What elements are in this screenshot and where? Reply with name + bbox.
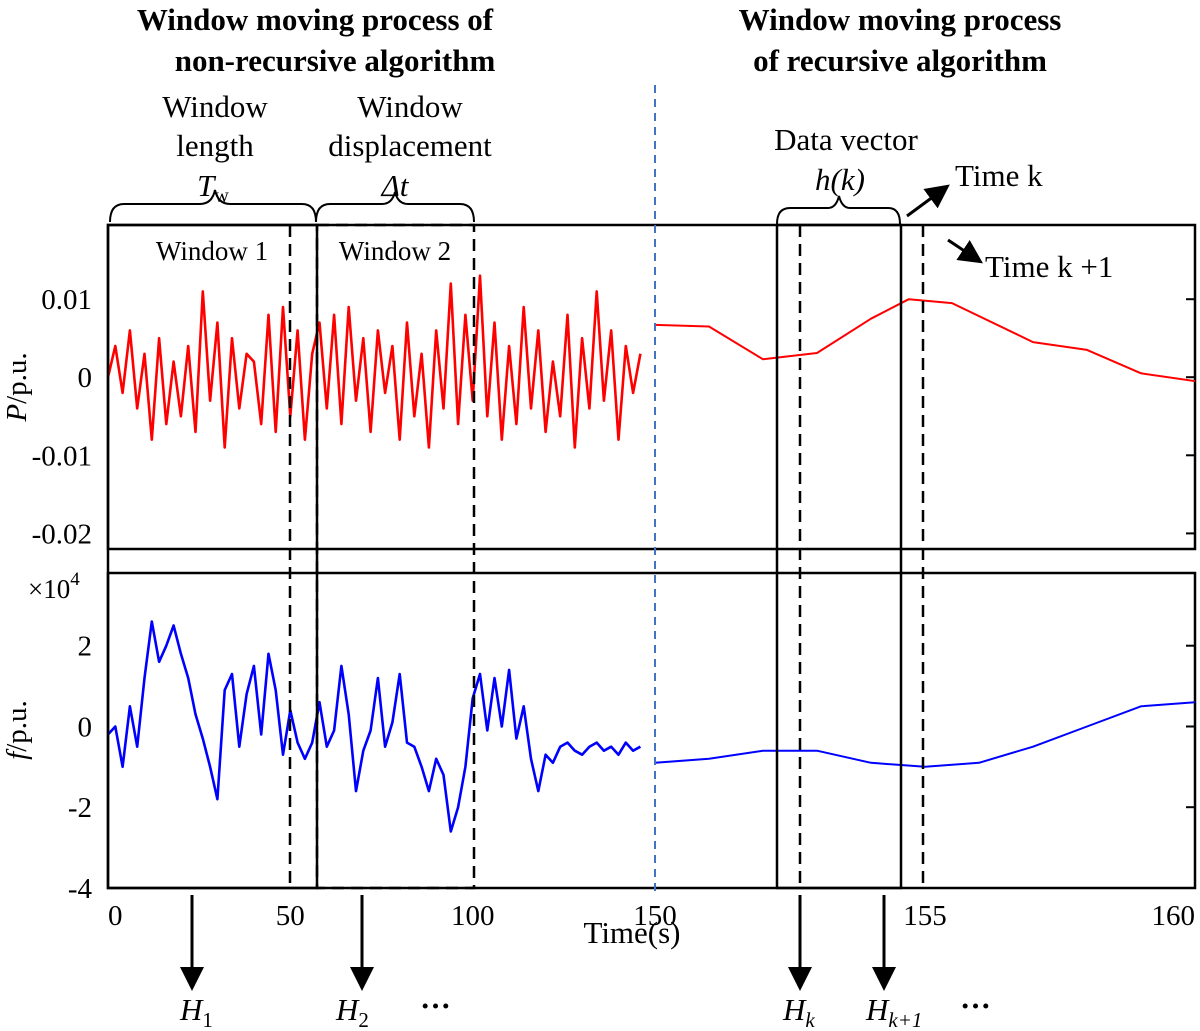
time-k1-label: Time k +1	[985, 249, 1113, 284]
window-displacement-brace	[315, 191, 475, 223]
power-trace-noisy	[106, 274, 642, 449]
header-left-line2: non-recursive algorithm	[175, 43, 496, 78]
top-ytick-label: -0.01	[32, 440, 92, 472]
xtick-group: 0 50 100 150 155 160	[108, 900, 1195, 932]
window-1-rect	[106, 223, 319, 890]
bottom-multiplier: ×104	[28, 569, 80, 604]
top-ytick-label: -0.02	[32, 518, 92, 550]
window-displacement-label-2: displacement	[328, 128, 492, 163]
power-trace-smooth	[654, 298, 1196, 383]
xtick-label: 160	[1152, 900, 1196, 932]
xtick-label: 155	[903, 900, 947, 932]
window-displacement-symbol: Δt	[380, 168, 410, 203]
bottom-ylabel: f/p.u.	[1, 700, 33, 760]
top-ytick-label: 0.01	[41, 284, 92, 316]
header-left-line1: Window moving process of	[137, 2, 494, 37]
ytick-group: 0.01 0 -0.01 -0.02 2 0 -2 -4	[32, 284, 1195, 905]
data-vector-brace	[776, 195, 901, 225]
window-2-label: Window 2	[339, 236, 451, 266]
xtick-label: 50	[276, 900, 305, 932]
output-label-h2: H2	[335, 992, 369, 1031]
time-k1-arrow	[947, 238, 983, 264]
window-length-label-2: length	[176, 128, 254, 163]
bottom-ytick-label: -4	[68, 873, 93, 905]
ellipsis-2: ···	[960, 988, 991, 1023]
header-right-line2: of recursive algorithm	[753, 43, 1047, 78]
bottom-ytick-label: 2	[78, 631, 93, 663]
bottom-ytick-label: -2	[68, 792, 92, 824]
top-ylabel: P/p.u.	[1, 352, 33, 422]
header-right-line1: Window moving process	[739, 2, 1062, 37]
traces-group	[106, 274, 1196, 833]
frequency-trace-noisy	[107, 620, 642, 833]
output-label-hk1: Hk+1	[865, 992, 922, 1031]
window-displacement-label-1: Window	[357, 89, 463, 124]
time-k-label: Time k	[955, 158, 1043, 193]
ellipsis-1: ···	[420, 988, 451, 1023]
xlabel: Time(s)	[583, 915, 680, 950]
bottom-panel-frame	[106, 571, 1197, 890]
output-label-hk: Hk	[782, 992, 815, 1031]
top-ytick-label: 0	[78, 362, 93, 394]
data-vector-symbol: h(k)	[815, 162, 865, 197]
frequency-trace-smooth	[654, 701, 1196, 768]
window-length-symbol: Tw	[197, 168, 229, 207]
time-k-arrow	[906, 184, 950, 218]
xtick-label: 0	[108, 900, 123, 932]
window-1-label: Window 1	[156, 236, 268, 266]
window-2-rect	[315, 223, 476, 890]
bottom-ytick-label: 0	[78, 712, 93, 744]
window-length-label-1: Window	[162, 89, 268, 124]
window-length-brace	[109, 189, 317, 223]
data-vector-window-rect	[775, 223, 903, 890]
data-vector-label: Data vector	[774, 122, 918, 157]
xtick-label: 150	[633, 900, 677, 932]
output-label-h1: H1	[179, 992, 213, 1031]
xtick-label: 100	[451, 900, 495, 932]
